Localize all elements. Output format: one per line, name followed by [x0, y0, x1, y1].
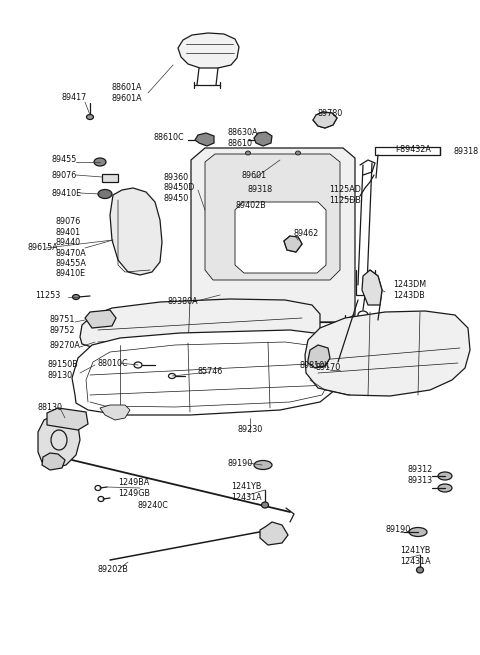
Text: 89810K: 89810K — [300, 362, 330, 371]
Text: 1249BA
1249GB: 1249BA 1249GB — [118, 478, 150, 498]
Ellipse shape — [296, 151, 300, 155]
Text: 88610C: 88610C — [153, 134, 184, 143]
Text: 89190: 89190 — [228, 458, 253, 468]
Polygon shape — [205, 154, 340, 280]
Polygon shape — [38, 414, 80, 468]
Text: 89318: 89318 — [454, 147, 479, 157]
Text: 89751
89752: 89751 89752 — [50, 315, 75, 335]
Text: 89150B
89130: 89150B 89130 — [47, 360, 78, 380]
Ellipse shape — [72, 295, 80, 299]
Text: 88630A
88610: 88630A 88610 — [228, 128, 259, 147]
Text: I-89432A: I-89432A — [395, 145, 431, 155]
Text: 11253: 11253 — [35, 291, 60, 299]
Text: 89318: 89318 — [248, 185, 273, 195]
Text: 89360
89450D
89450: 89360 89450D 89450 — [163, 173, 194, 203]
Text: 89240C: 89240C — [138, 500, 169, 510]
Ellipse shape — [254, 460, 272, 470]
Text: 89312
89313: 89312 89313 — [408, 465, 433, 485]
Text: 1243DM
1243DB: 1243DM 1243DB — [393, 280, 426, 300]
Text: 89417: 89417 — [62, 94, 87, 102]
Polygon shape — [254, 132, 272, 146]
Polygon shape — [308, 345, 330, 368]
Polygon shape — [305, 311, 470, 396]
Text: 89410E: 89410E — [52, 189, 82, 198]
Polygon shape — [362, 270, 382, 305]
Ellipse shape — [409, 527, 427, 536]
Text: 89380A: 89380A — [167, 297, 198, 307]
Text: 1125AD
1125DB: 1125AD 1125DB — [329, 185, 361, 205]
Text: 89615A: 89615A — [28, 244, 59, 252]
Ellipse shape — [417, 567, 423, 573]
Ellipse shape — [86, 115, 94, 119]
Text: 89601: 89601 — [242, 170, 267, 179]
Text: 85746: 85746 — [197, 367, 222, 377]
Text: 88130: 88130 — [37, 403, 62, 411]
Text: 89270A: 89270A — [49, 341, 80, 350]
Polygon shape — [195, 133, 214, 146]
Polygon shape — [110, 188, 162, 275]
Text: 89076
89401
89440
89470A
89455A
89410E: 89076 89401 89440 89470A 89455A 89410E — [56, 217, 87, 278]
Polygon shape — [85, 310, 116, 328]
Polygon shape — [284, 236, 302, 252]
Text: 89202B: 89202B — [97, 565, 128, 574]
Text: 1241YB
12431A: 1241YB 12431A — [231, 482, 262, 502]
Bar — [375, 147, 440, 155]
Polygon shape — [260, 522, 288, 545]
Polygon shape — [178, 33, 239, 68]
Ellipse shape — [438, 472, 452, 480]
Text: 89780: 89780 — [318, 109, 343, 117]
Polygon shape — [47, 408, 88, 430]
Text: 89455: 89455 — [52, 155, 77, 164]
Text: 89076: 89076 — [52, 170, 77, 179]
Text: 89402B: 89402B — [236, 200, 267, 210]
Text: 89462: 89462 — [293, 229, 318, 238]
Polygon shape — [313, 112, 337, 128]
Polygon shape — [235, 202, 326, 273]
Bar — [102, 174, 118, 182]
Ellipse shape — [94, 158, 106, 166]
Polygon shape — [72, 330, 342, 415]
Polygon shape — [42, 453, 65, 470]
Ellipse shape — [98, 189, 112, 198]
Polygon shape — [191, 148, 355, 322]
Ellipse shape — [262, 502, 268, 508]
Text: 89190: 89190 — [385, 525, 410, 534]
Polygon shape — [100, 405, 130, 420]
Ellipse shape — [245, 151, 251, 155]
Text: 1241YB
12431A: 1241YB 12431A — [400, 546, 431, 566]
Ellipse shape — [438, 484, 452, 492]
Text: 88010C: 88010C — [97, 358, 128, 367]
Polygon shape — [80, 299, 320, 350]
Text: 89230: 89230 — [238, 426, 263, 434]
Text: 89170: 89170 — [316, 364, 341, 373]
Text: 88601A
89601A: 88601A 89601A — [112, 83, 143, 103]
